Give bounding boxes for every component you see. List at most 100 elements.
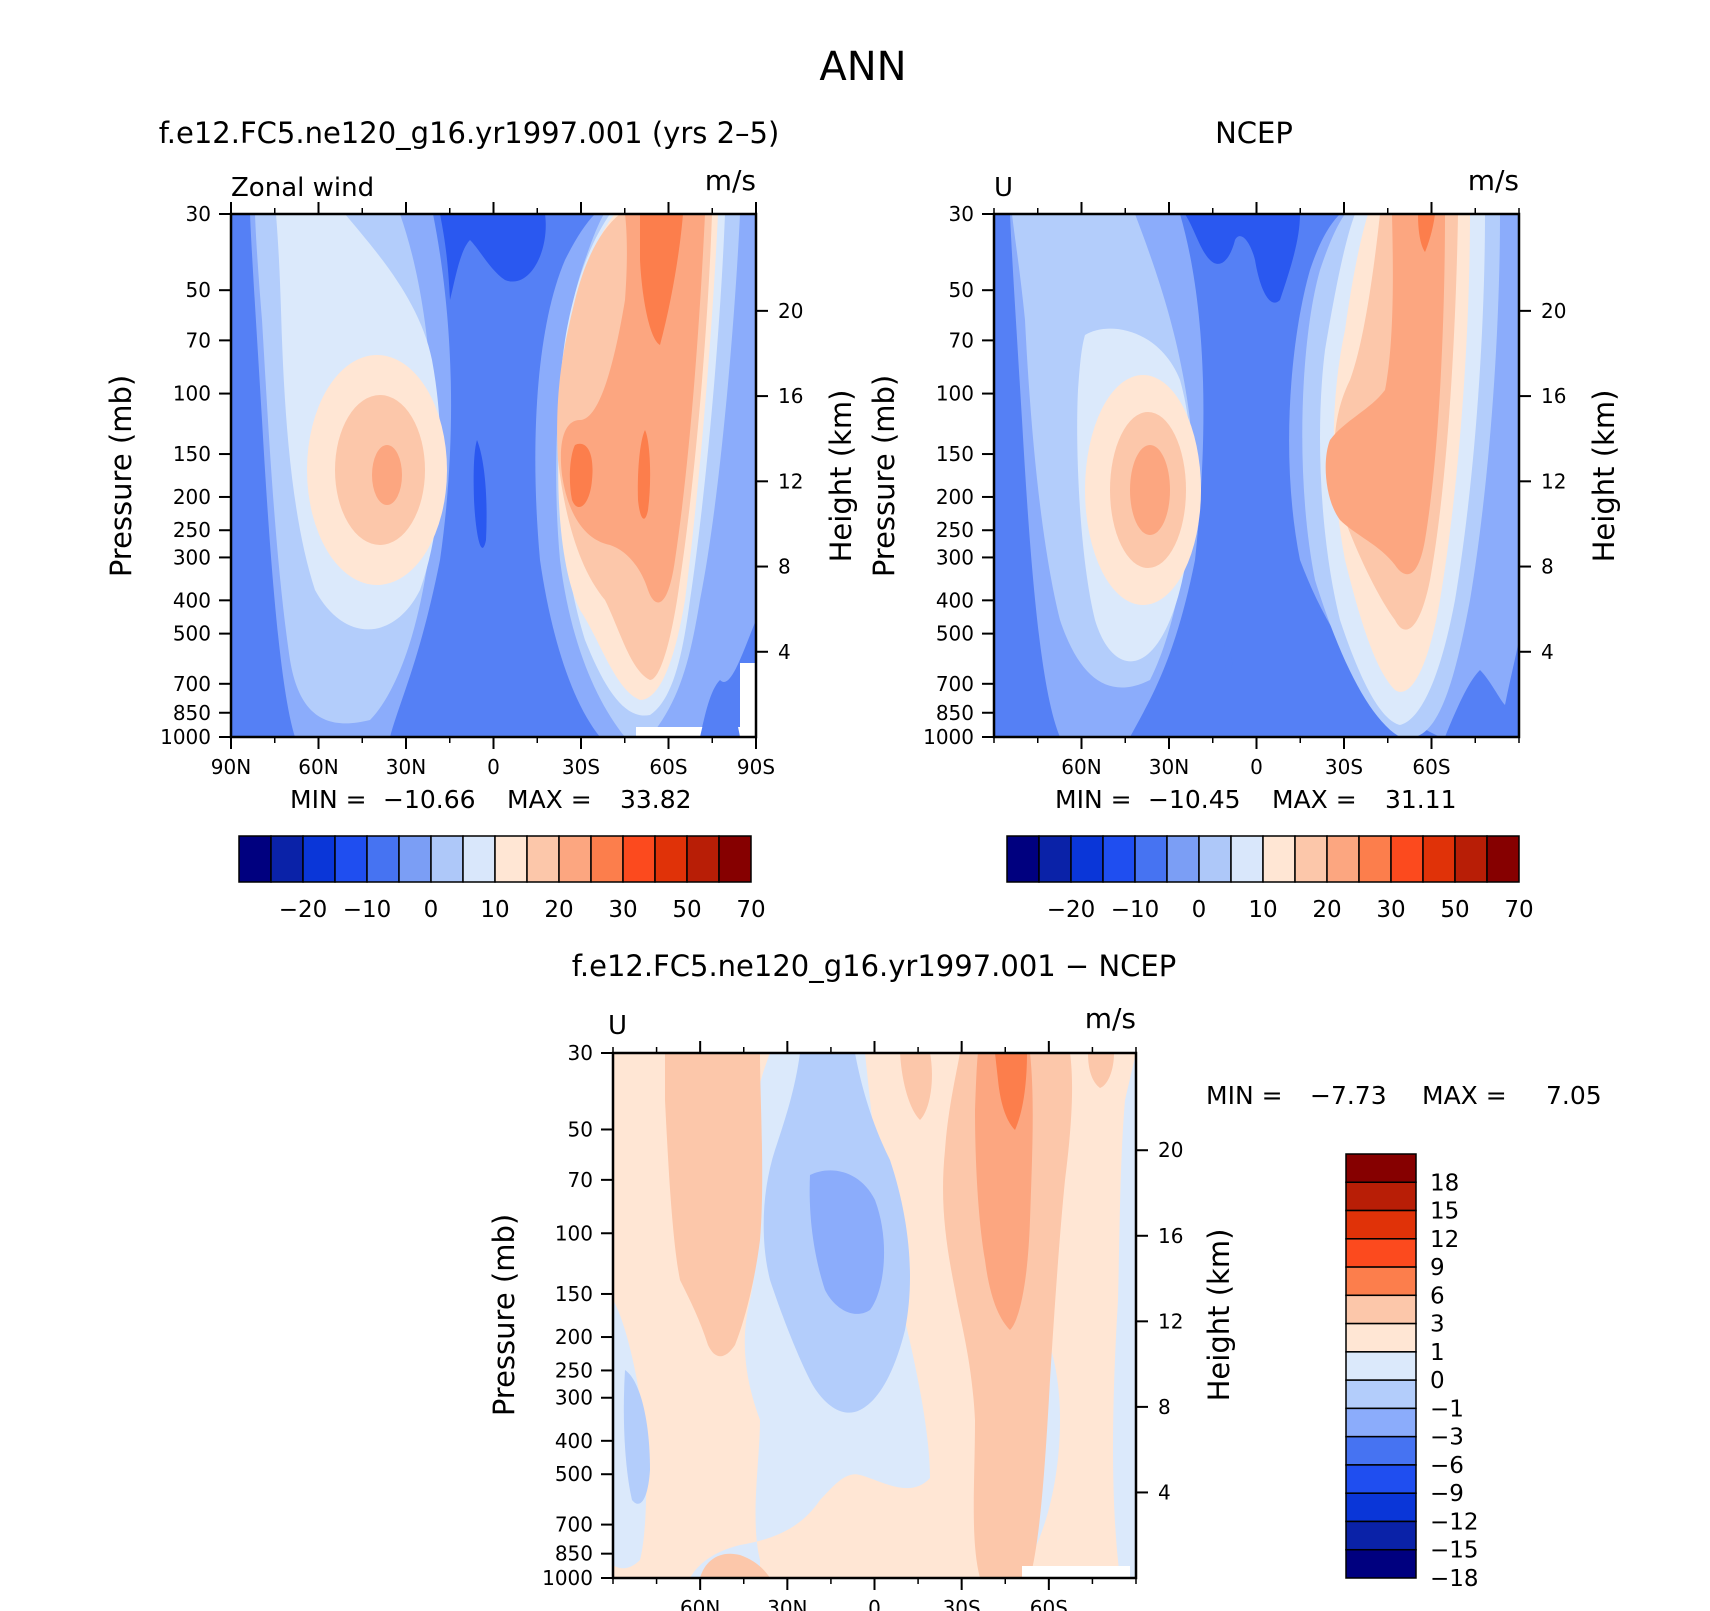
y-tick-label: 700	[555, 1513, 593, 1537]
contour-s-warm3	[1418, 214, 1435, 252]
y-tick-label: 300	[936, 545, 974, 569]
y-tick-label: 50	[949, 278, 974, 302]
y-tick-label: 200	[936, 485, 974, 509]
colorbar-cell	[1345, 1520, 1417, 1551]
diff-warm1-west	[665, 1053, 763, 1357]
panel-ncep-max: 31.11	[1385, 785, 1457, 814]
y-tick-label: 150	[173, 442, 211, 466]
colorbar-label: −9	[1430, 1481, 1464, 1507]
colorbar-cell	[1345, 1435, 1417, 1466]
colorbar-label: 0	[424, 897, 439, 923]
y-tick-label: 150	[555, 1282, 593, 1306]
colorbar-cell	[270, 835, 304, 883]
panel-diff-contours	[613, 1053, 1136, 1578]
x-tick-label: 90S	[737, 755, 775, 779]
height-tick-label: 4	[1158, 1480, 1171, 1504]
panel-diff-ylabel: Pressure (mb)	[487, 1214, 521, 1416]
y-tick-label: 500	[936, 622, 974, 646]
contour-s-warm3-top	[640, 214, 683, 345]
colorbar-cell	[1345, 1266, 1417, 1297]
y-tick-label: 200	[173, 485, 211, 509]
x-tick-label: 60S	[1030, 1596, 1068, 1611]
panel-model-max-label: MAX =	[507, 785, 592, 814]
colorbar-label: 9	[1430, 1255, 1445, 1281]
x-tick-label: 30S	[1325, 755, 1363, 779]
height-tick-label: 20	[1158, 1138, 1183, 1162]
y-tick-label: 1000	[923, 725, 974, 749]
panel-diff-corner-right: m/s	[1085, 1002, 1136, 1035]
x-tick-label: 60S	[649, 755, 687, 779]
y-tick-label: 700	[173, 672, 211, 696]
colorbar-cell	[558, 835, 592, 883]
colorbar-cell	[1345, 1209, 1417, 1240]
colorbar-label: 20	[544, 897, 573, 923]
panel-diff-y2label: Height (km)	[1202, 1229, 1236, 1402]
contour-polar-cool4b	[700, 690, 740, 737]
panel-diff-subtitle: f.e12.FC5.ne120_g16.yr1997.001 − NCEP	[572, 949, 1176, 983]
colorbar-cell	[1198, 835, 1232, 883]
y-tick-label: 70	[186, 328, 211, 352]
panel-model: f.e12.FC5.ne120_g16.yr1997.001 (yrs 2–5)…	[104, 116, 858, 923]
colorbar-label: 1	[1430, 1340, 1445, 1366]
colorbar-cell	[1422, 835, 1456, 883]
colorbar-label: −20	[1047, 897, 1096, 923]
colorbar-label: 50	[672, 897, 701, 923]
colorbar-label: 12	[1430, 1227, 1459, 1253]
main-title: ANN	[819, 44, 906, 90]
colorbar-label: 0	[1430, 1368, 1445, 1394]
colorbar-cell	[622, 835, 656, 883]
y-tick-label: 1000	[160, 725, 211, 749]
colorbar-label: 10	[480, 897, 509, 923]
panel-ncep-min-label: MIN =	[1055, 785, 1132, 814]
missing-data-strip	[636, 727, 740, 737]
colorbar-label: −12	[1430, 1509, 1479, 1535]
y-tick-label: 30	[186, 202, 211, 226]
panel-model-corner-left: Zonal wind	[231, 173, 374, 203]
panel-model-colorbar: −20 −10 0 10 20 30 50 70	[238, 835, 766, 923]
panel-diff: f.e12.FC5.ne120_g16.yr1997.001 − NCEP U …	[487, 949, 1602, 1611]
y-tick-label: 150	[936, 442, 974, 466]
y-tick-label: 250	[936, 518, 974, 542]
panel-diff-min-label: MIN =	[1206, 1081, 1283, 1110]
x-tick-label: 30S	[943, 1596, 981, 1611]
panel-model-subtitle: f.e12.FC5.ne120_g16.yr1997.001 (yrs 2–5)	[159, 116, 780, 150]
colorbar-cell	[1345, 1153, 1417, 1184]
height-tick-label: 4	[778, 640, 791, 664]
colorbar-cell	[1326, 835, 1360, 883]
panel-diff-min: −7.73	[1310, 1081, 1387, 1110]
colorbar-cell	[1345, 1379, 1417, 1410]
diff-warm1-bottom	[700, 1553, 770, 1578]
colorbar-cell	[1345, 1548, 1417, 1579]
y-tick-label: 850	[555, 1542, 593, 1566]
colorbar-cell	[1345, 1407, 1417, 1438]
colorbar-cell	[654, 835, 688, 883]
x-tick-label: 60N	[1061, 755, 1101, 779]
colorbar-cell	[1345, 1492, 1417, 1523]
panel-ncep-contours	[994, 214, 1519, 737]
missing-data-strip-b	[740, 663, 756, 737]
panel-model-ylabel: Pressure (mb)	[104, 375, 138, 577]
colorbar-label: 3	[1430, 1312, 1445, 1338]
height-tick-label: 8	[778, 555, 791, 579]
x-tick-label: 0	[487, 755, 500, 779]
colorbar-label: −18	[1430, 1566, 1479, 1592]
y-tick-label: 700	[936, 672, 974, 696]
x-tick-label: 0	[868, 1596, 881, 1611]
height-tick-label: 12	[778, 469, 803, 493]
y-tick-label: 850	[936, 701, 974, 725]
panel-model-min: −10.66	[383, 785, 476, 814]
x-tick-label: 30N	[1149, 755, 1189, 779]
colorbar-cell	[1345, 1351, 1417, 1381]
colorbar-cell	[494, 835, 528, 883]
colorbar-label: −6	[1430, 1453, 1464, 1479]
y-tick-label: 300	[173, 545, 211, 569]
panel-model-y2label: Height (km)	[824, 390, 858, 563]
diff-warm1-cap	[1088, 1053, 1114, 1088]
colorbar-label: 15	[1430, 1199, 1459, 1225]
colorbar-cell	[1102, 835, 1136, 883]
panel-ncep-corner-right: m/s	[1468, 164, 1519, 197]
contour-s-warm2	[1325, 214, 1445, 575]
